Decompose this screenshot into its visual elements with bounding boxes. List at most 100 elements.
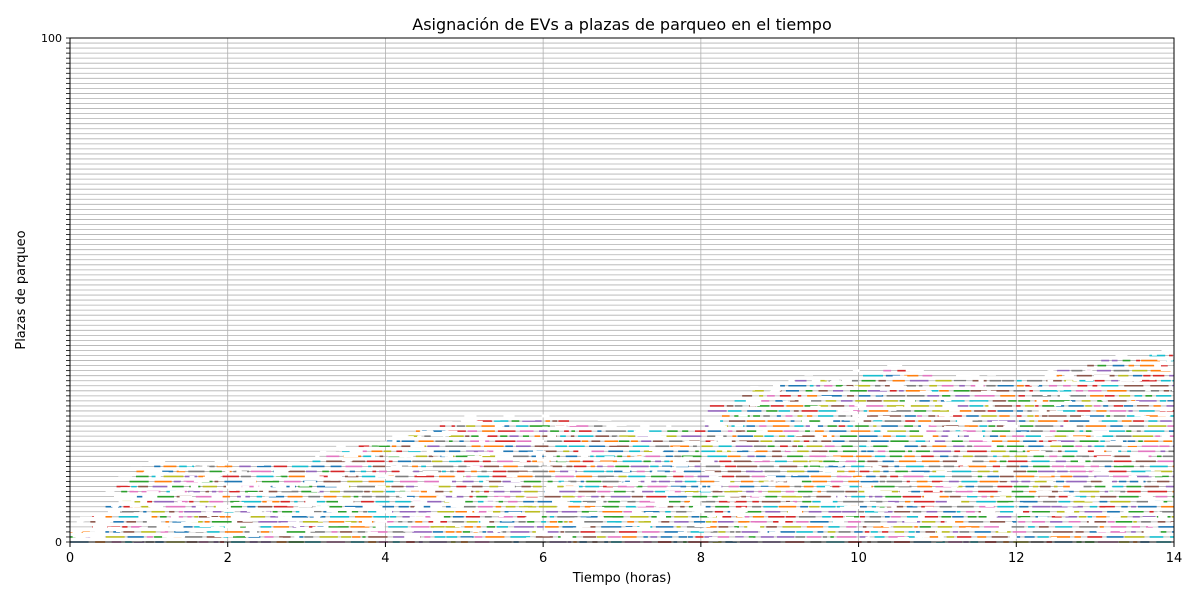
assignment-label — [133, 487, 148, 491]
assignment-label — [287, 503, 295, 507]
assignment-label — [766, 475, 776, 479]
assignment-label — [375, 525, 385, 529]
assignment-label — [557, 505, 569, 509]
assignment-label — [521, 462, 527, 466]
assignment-label — [737, 514, 745, 518]
assignment-label — [362, 505, 371, 509]
assignment-label — [1096, 476, 1110, 480]
assignment-label — [367, 531, 378, 535]
assignment-label — [948, 434, 958, 438]
assignment-label — [748, 437, 754, 441]
assignment-label — [298, 504, 312, 508]
assignment-label — [230, 515, 243, 519]
assignment-label — [415, 504, 424, 508]
assignment-label — [967, 375, 980, 379]
assignment-label — [527, 451, 534, 455]
assignment-label — [966, 417, 979, 421]
assignment-label — [609, 527, 623, 531]
assignment-label — [704, 470, 715, 474]
assignment-label — [224, 523, 235, 527]
assignment-label — [988, 404, 993, 408]
assignment-label — [249, 472, 262, 476]
assignment-label — [266, 501, 273, 505]
assignment-label — [825, 486, 830, 490]
assignment-label — [1110, 381, 1119, 385]
assignment-label — [725, 441, 731, 445]
x-tick-label: 8 — [697, 551, 705, 566]
assignment-label — [979, 442, 995, 446]
assignment-label — [606, 477, 616, 481]
assignment-label — [865, 536, 870, 540]
assignment-label — [914, 534, 930, 538]
assignment-label — [363, 446, 380, 450]
assignment-label — [375, 519, 388, 523]
assignment-label — [942, 404, 958, 408]
assignment-label — [557, 458, 567, 462]
assignment-label — [821, 395, 832, 399]
assignment-label — [1154, 363, 1161, 367]
assignment-label — [622, 469, 630, 473]
assignment-label — [987, 513, 998, 517]
assignment-label — [839, 506, 846, 510]
assignment-label — [250, 509, 262, 513]
assignment-label — [734, 423, 744, 427]
assignment-label — [478, 433, 488, 437]
assignment-label — [287, 461, 300, 465]
assignment-label — [272, 530, 287, 534]
assignment-label — [694, 524, 711, 528]
assignment-label — [588, 511, 599, 515]
assignment-label — [223, 508, 235, 512]
assignment-label — [1115, 355, 1128, 359]
assignment-label — [144, 470, 160, 474]
assignment-label — [805, 457, 815, 461]
assignment-label — [651, 512, 662, 516]
assignment-label — [446, 446, 459, 450]
assignment-label — [1051, 536, 1057, 540]
assignment-label — [734, 509, 748, 513]
assignment-label — [133, 512, 140, 516]
assignment-label — [136, 477, 149, 481]
assignment-label — [178, 468, 186, 472]
assignment-label — [919, 390, 932, 394]
assignment-label — [217, 463, 225, 467]
assignment-label — [392, 439, 397, 443]
assignment-label — [323, 524, 329, 528]
assignment-label — [430, 433, 446, 437]
assignment-label — [198, 467, 211, 471]
assignment-label — [769, 531, 781, 535]
assignment-label — [1049, 410, 1064, 414]
assignment-label — [831, 495, 837, 499]
assignment-label — [179, 495, 193, 499]
assignment-label — [399, 454, 414, 458]
assignment-label — [293, 497, 308, 501]
assignment-label — [1101, 397, 1107, 401]
assignment-label — [1042, 490, 1049, 494]
assignment-label — [412, 501, 428, 505]
assignment-label — [944, 426, 959, 430]
assignment-label — [683, 487, 697, 491]
assignment-label — [387, 453, 404, 457]
assignment-label — [1073, 378, 1080, 382]
assignment-label — [1135, 406, 1150, 410]
x-tick-label: 14 — [1166, 551, 1183, 566]
assignment-label — [1173, 518, 1186, 522]
assignment-label — [847, 472, 854, 476]
assignment-label — [1065, 380, 1073, 384]
assignment-label — [786, 502, 795, 506]
assignment-label — [872, 465, 882, 469]
assignment-label — [685, 492, 694, 496]
assignment-label — [434, 527, 447, 531]
assignment-label — [1058, 376, 1074, 380]
assignment-label — [1130, 453, 1138, 457]
assignment-label — [343, 454, 359, 458]
assignment-label — [983, 508, 992, 512]
assignment-label — [854, 403, 866, 407]
assignment-label — [519, 459, 527, 463]
assignment-label — [226, 467, 236, 471]
assignment-label — [273, 473, 281, 477]
assignment-label — [320, 450, 327, 454]
assignment-label — [905, 368, 922, 372]
assignment-label — [275, 484, 287, 488]
assignment-label — [899, 490, 909, 494]
